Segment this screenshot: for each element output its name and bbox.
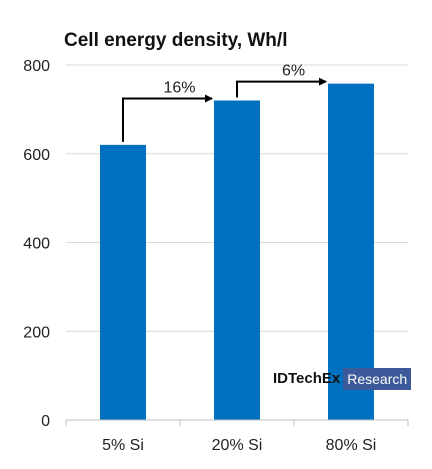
logo-wordmark: IDTechEx	[273, 370, 341, 387]
axes: 0 200 400 600 800 5% Si 20% Si 80% Si	[23, 58, 409, 454]
idtechex-logo: IDTechEx Research	[273, 368, 412, 390]
growth-arrow	[122, 94, 213, 142]
bar	[214, 100, 260, 420]
bar	[100, 144, 146, 420]
chart-title: Cell energy density, Wh/l	[64, 30, 288, 51]
y-tick-label: 600	[23, 147, 50, 164]
x-tick-label: 80% Si	[326, 437, 377, 454]
growth-annotations: 16% 6%	[122, 63, 327, 142]
bar	[328, 83, 374, 420]
growth-arrow	[236, 77, 327, 98]
y-tick-label: 800	[23, 58, 50, 75]
y-tick-label: 0	[41, 413, 50, 430]
bars	[100, 83, 374, 420]
growth-label: 16%	[163, 80, 195, 97]
y-tick-label: 200	[23, 324, 50, 341]
y-tick-label: 400	[23, 236, 50, 253]
logo-research-tag: Research	[343, 368, 412, 390]
x-tick-label: 5% Si	[102, 437, 144, 454]
x-tick-label: 20% Si	[212, 437, 263, 454]
growth-label: 6%	[282, 63, 305, 80]
